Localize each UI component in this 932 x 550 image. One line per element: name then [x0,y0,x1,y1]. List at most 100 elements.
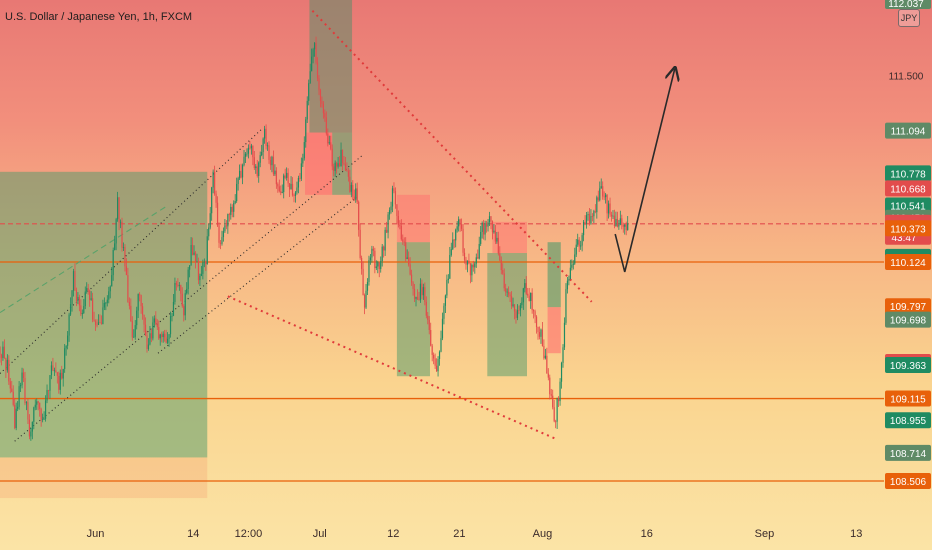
candle-body [3,346,6,359]
candle-body [46,390,48,401]
candle-body [67,335,69,346]
price-badge[interactable] [885,165,931,182]
candle-body [446,279,448,296]
price-badge[interactable] [885,444,931,461]
candle-body [175,283,177,285]
candle-body [297,178,300,188]
candle-body [42,419,44,421]
price-badge[interactable] [885,298,931,315]
time-axis-label: 14 [187,528,199,540]
candle-body [47,390,50,391]
candle-body [600,186,602,189]
price-badge[interactable] [885,412,931,429]
candle-body [153,318,155,323]
candle-body [316,62,319,79]
projection-arrow [614,69,675,273]
candle-body [377,262,379,267]
candle-body [286,172,288,178]
candle-body [503,273,505,289]
candle-body [288,183,291,190]
candle-body [610,214,613,217]
candle-body [262,138,264,153]
price-badge[interactable] [885,473,931,489]
candle-body [440,338,442,352]
candle-body [15,408,17,429]
candle-body [613,215,616,226]
price-badge[interactable] [885,253,931,270]
candle-body [44,400,47,419]
candle-body [430,329,432,346]
candle-body [558,398,560,402]
candle-body [99,322,101,324]
candle-body [578,239,580,247]
candle-body [322,103,324,114]
candle-body [485,223,488,227]
candle-body [550,394,552,396]
candle-body [100,322,103,324]
candle-body [616,218,618,227]
candle-body [468,260,470,264]
candle-body [412,282,414,289]
candle-body [224,225,226,232]
candle-body [533,310,535,312]
candle-body [481,222,483,232]
candle-body [65,345,67,349]
chart-title: U.S. Dollar / Japanese Yen, 1h, FXCM [5,11,193,23]
candle-body [494,230,496,242]
candle-body [549,377,551,395]
candle-body [191,244,194,255]
price-axis[interactable]: 112.037 111.500 111.094 110.778 110.668 110.5… [885,0,931,489]
candle-body [572,263,574,265]
price-badge[interactable] [885,220,931,237]
candle-body [243,156,245,166]
candle-body [68,314,70,336]
candle-body [239,170,241,179]
candle-body [525,283,527,294]
candle-body [227,214,229,227]
candle-body [593,211,595,217]
candle-body [280,191,282,193]
candle-body [524,283,526,289]
candle-body [622,224,624,227]
price-badge[interactable] [885,390,931,407]
candle-body [480,231,482,244]
candle-body [535,316,538,328]
candle-body [522,288,524,303]
candle-body [591,216,594,217]
candle-body [624,224,626,227]
candle-body [518,310,520,311]
price-badge[interactable] [885,356,931,373]
candle-body [311,56,313,72]
candle-body [465,259,467,265]
candle-body [12,391,14,405]
time-axis[interactable]: Jun 14 12:00 Jul 12 21 Aug 16 Sep 13 [87,528,863,540]
candle-body [444,295,447,306]
candle-body [400,225,402,240]
candle-body [409,264,411,275]
candle-body [349,176,351,192]
candle-body [84,291,86,307]
price-badge[interactable] [885,311,931,328]
candle-body [538,332,541,337]
currency-badge[interactable]: JPY [898,9,920,27]
candle-body [508,291,510,295]
candle-body [350,184,352,192]
candle-body [469,263,471,276]
price-badge[interactable] [885,197,931,214]
price-axis-label: 112.037 [888,0,924,10]
candle-body [509,294,511,297]
candle-body [568,279,570,281]
price-badge-label: 108.506 [890,477,927,488]
candle-body [478,243,480,259]
candle-body [219,242,222,244]
candle-body [300,163,302,179]
candle-body [546,355,548,374]
price-badge[interactable] [885,180,931,197]
candle-body [25,402,28,404]
zone-box [492,221,527,254]
candle-body [158,327,160,339]
price-badge[interactable] [885,122,931,139]
candle-body [374,250,376,269]
